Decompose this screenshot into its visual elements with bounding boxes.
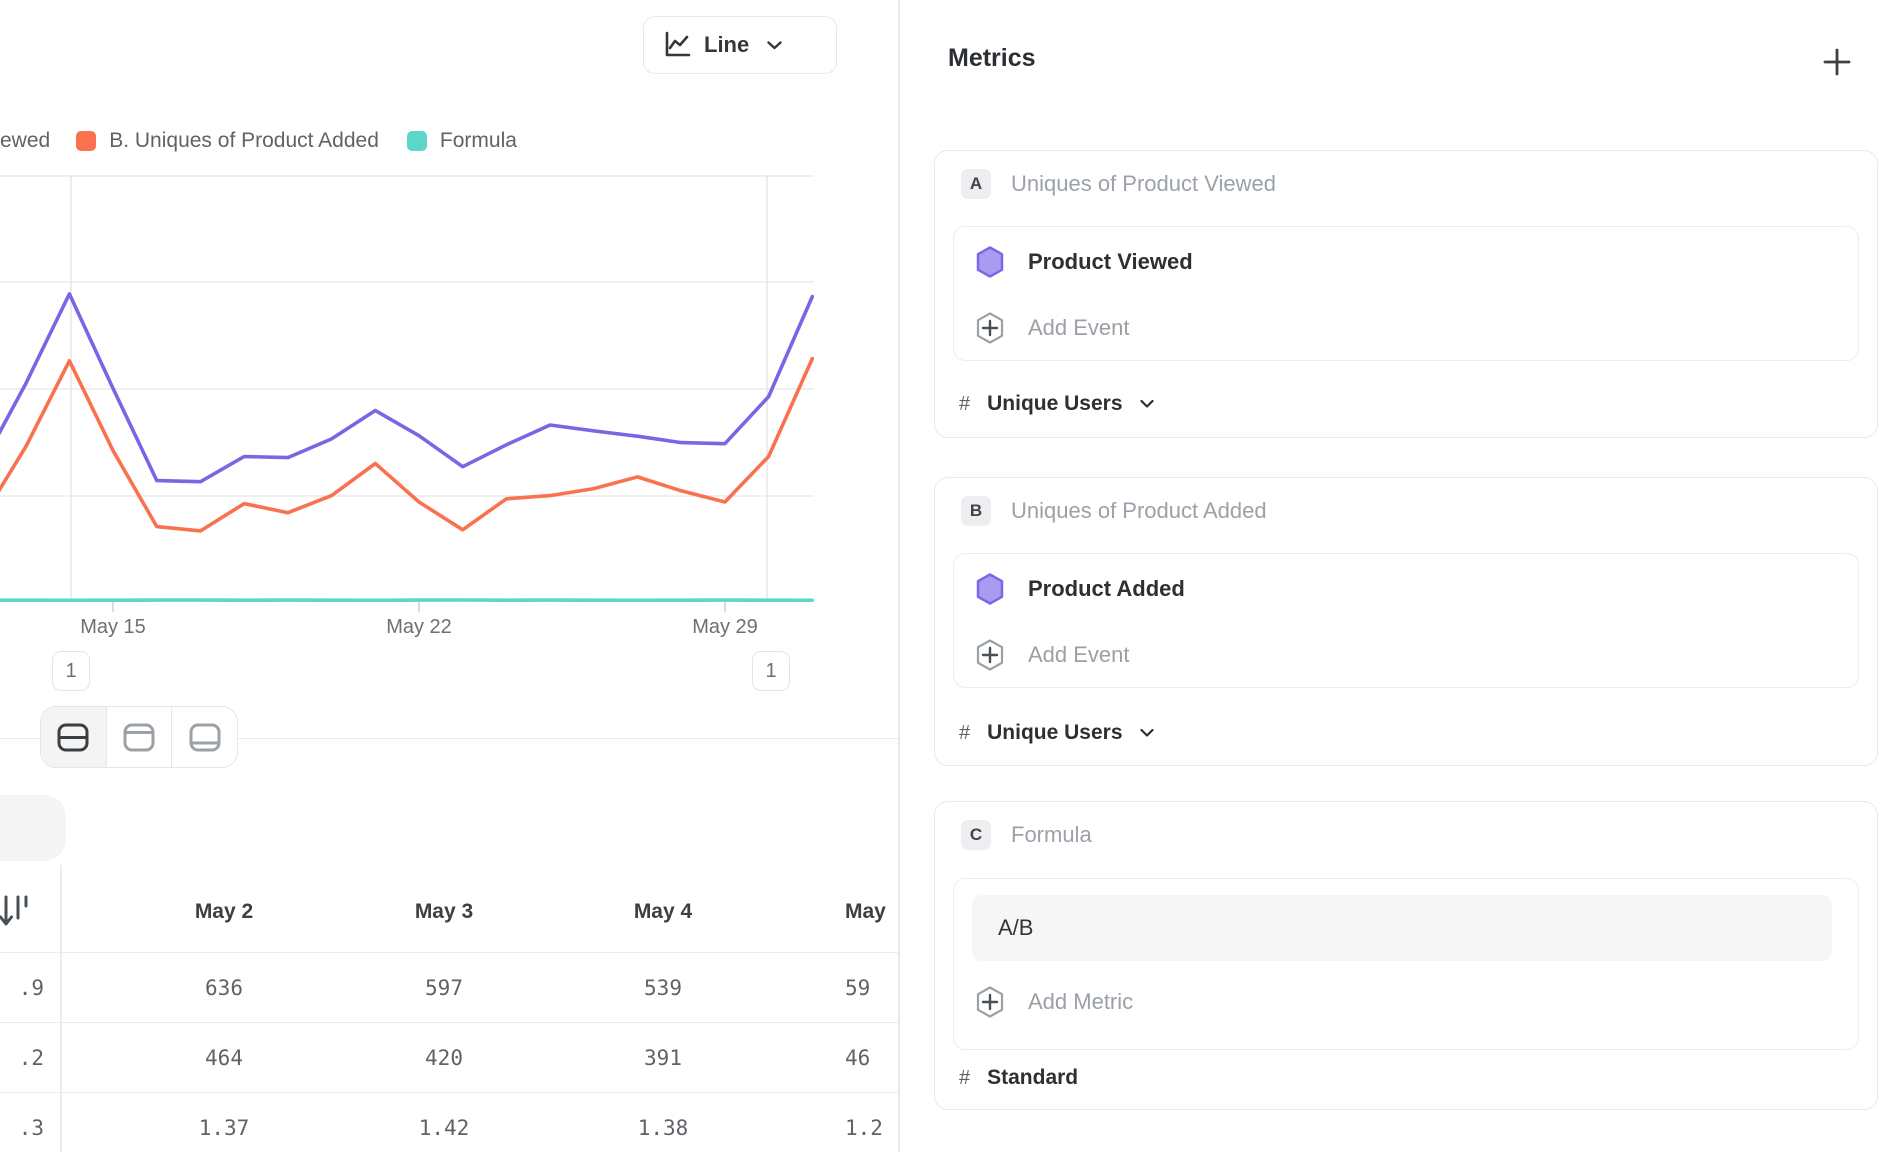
chart-legend: ewed B. Uniques of Product Added Formula <box>0 127 517 155</box>
table-header-may2[interactable]: May 2 <box>194 900 254 923</box>
metric-card-a: A Uniques of Product Viewed Product View… <box>934 150 1878 438</box>
legend-swatch-formula <box>406 131 427 151</box>
table-cell: 1.2 <box>845 1116 883 1140</box>
hash-icon: # <box>959 392 971 415</box>
annotation-badge-2[interactable]: 1 <box>752 651 790 691</box>
legend-swatch-b <box>76 131 97 151</box>
add-event-button-b[interactable]: Add Event <box>976 636 1130 674</box>
chevron-down-icon <box>1139 729 1154 737</box>
annotation-badge-1[interactable]: 1 <box>52 651 90 691</box>
table-cell: .9 <box>18 976 44 1000</box>
event-row-product-viewed[interactable]: Product Viewed <box>976 243 1193 281</box>
measure-dropdown-c[interactable]: # Standard <box>959 1066 1079 1089</box>
metric-title-b: Uniques of Product Added <box>1011 498 1267 523</box>
table-header-may4[interactable]: May 4 <box>633 900 693 923</box>
bottom-panel-icon <box>189 723 221 752</box>
metric-title-a: Uniques of Product Viewed <box>1011 171 1276 196</box>
x-tick <box>724 602 726 612</box>
add-metric-button[interactable]: Add Metric <box>976 983 1133 1021</box>
metric-badge-c: C <box>961 820 991 850</box>
table-cell: 1.38 <box>637 1116 689 1140</box>
x-tick-label: May 22 <box>386 616 452 638</box>
line-chart-icon <box>665 31 691 57</box>
add-metric-plus-icon[interactable] <box>1822 47 1852 77</box>
table-cell: 464 <box>205 1046 243 1070</box>
legend-item-b[interactable]: B. Uniques of Product Added <box>76 129 379 153</box>
frozen-column-divider <box>60 865 62 1152</box>
chart-type-label: Line <box>704 32 750 57</box>
metric-badge-a: A <box>961 169 991 199</box>
event-hexagon-icon <box>976 246 1004 278</box>
table-cell: 391 <box>644 1046 682 1070</box>
chevron-down-icon <box>1139 400 1154 408</box>
table-cell: 46 <box>845 1046 871 1070</box>
top-panel-icon <box>123 723 155 752</box>
line-chart-plot[interactable] <box>0 175 814 602</box>
x-tick-label: May 29 <box>692 616 758 638</box>
measure-dropdown-b[interactable]: # Unique Users <box>959 718 1154 748</box>
add-event-button-a[interactable]: Add Event <box>976 309 1130 347</box>
hash-icon: # <box>959 1066 971 1089</box>
metric-title-c: Formula <box>1011 822 1092 847</box>
measure-dropdown-a[interactable]: # Unique Users <box>959 389 1154 419</box>
series-line <box>0 292 814 484</box>
table-header-partial[interactable]: May <box>845 900 886 923</box>
metrics-panel-title: Metrics <box>948 44 1036 72</box>
add-event-hexagon-plus-icon <box>976 312 1004 344</box>
chart-type-dropdown[interactable]: Line <box>643 16 837 74</box>
event-row-product-added[interactable]: Product Added <box>976 570 1185 608</box>
x-tick <box>112 602 114 612</box>
layout-toggle <box>40 706 238 768</box>
metric-badge-b: B <box>961 496 991 526</box>
split-view-icon <box>57 723 89 752</box>
table-cell: 1.42 <box>418 1116 470 1140</box>
table-cell: 59 <box>845 976 871 1000</box>
add-metric-hexagon-plus-icon <box>976 986 1004 1018</box>
formula-box: A/B Add Metric <box>953 878 1859 1050</box>
table-cell: 420 <box>425 1046 463 1070</box>
add-event-hexagon-plus-icon <box>976 639 1004 671</box>
table-cell: .3 <box>18 1116 44 1140</box>
event-box-a: Product Viewed Add Event <box>953 226 1859 361</box>
table-corner-tab[interactable] <box>0 795 66 861</box>
metric-card-b: B Uniques of Product Added Product Added… <box>934 477 1878 766</box>
panel-divider <box>898 0 900 1152</box>
metric-card-c: C Formula A/B Add Metric # Standard <box>934 801 1878 1110</box>
series-line <box>0 356 814 533</box>
hash-icon: # <box>959 721 971 744</box>
chevron-down-icon <box>767 40 782 49</box>
chart-table-divider <box>0 738 898 739</box>
event-box-b: Product Added Add Event <box>953 553 1859 688</box>
table-cell: 539 <box>644 976 682 1000</box>
event-hexagon-icon <box>976 573 1004 605</box>
table-cell: .2 <box>18 1046 44 1070</box>
layout-top-button[interactable] <box>105 707 172 767</box>
table-cell: 636 <box>205 976 243 1000</box>
sort-descending-icon[interactable] <box>0 892 34 932</box>
legend-item-formula[interactable]: Formula <box>406 129 517 153</box>
table-header-may3[interactable]: May 3 <box>414 900 474 923</box>
table-cell: 1.37 <box>198 1116 250 1140</box>
layout-bottom-button[interactable] <box>171 707 237 767</box>
legend-item-a-partial[interactable]: ewed <box>0 129 51 152</box>
x-tick <box>418 602 420 612</box>
table-cell: 597 <box>425 976 463 1000</box>
formula-input[interactable]: A/B <box>972 895 1832 961</box>
layout-split-button[interactable] <box>41 707 106 767</box>
x-tick-label: May 15 <box>80 616 146 638</box>
